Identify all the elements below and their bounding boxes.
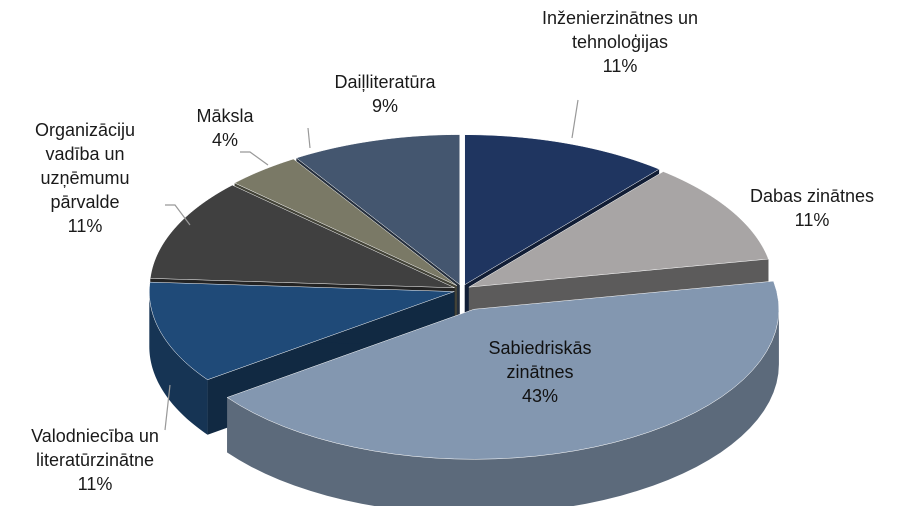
slice-label: Daiļliteratūra 9% [305,70,465,118]
category-label: Daiļliteratūra [334,72,436,92]
slice [149,281,455,381]
category-label: Inženierzinātnes un tehnoloģijas [541,8,699,52]
slice [226,280,780,460]
slice [233,158,458,286]
leader-lines [164,99,579,431]
category-label: Dabas zinātnes [749,186,875,206]
slice-label: Inženierzinātnes un tehnoloģijas 11% [510,6,730,78]
slice [468,171,769,288]
category-label: Valodniecība un literatūrzinātne [31,426,159,470]
leader-line [307,127,311,149]
leader-line [164,384,171,431]
slice-side [149,291,208,435]
slice [464,134,660,286]
value-label: 11% [602,56,638,76]
leader-line [240,151,269,166]
value-label: 11% [77,474,113,494]
slice-label: Organizāciju vadība un uzņēmumu pārvalde… [15,118,155,238]
category-label: Sabiedriskās zinātnes [488,338,592,382]
category-label: Organizāciju vadība un uzņēmumu pārvalde [34,120,136,212]
slice-label: Valodniecība un literatūrzinātne 11% [3,424,188,496]
value-label: 11% [67,216,103,236]
leader-line [571,99,579,139]
slice [295,134,461,286]
leader-line [165,204,191,226]
slice-label: Māksla 4% [190,104,260,152]
slice-label: Sabiedriskās zinātnes 43% [470,336,610,408]
value-label: 4% [211,130,238,150]
value-label: 11% [794,210,830,230]
slice [149,184,455,289]
slice-side [227,309,779,506]
value-label: 9% [371,96,398,116]
category-label: Māksla [196,106,254,126]
slice-label: Dabas zinātnes 11% [737,184,887,232]
value-label: 43% [521,386,559,406]
